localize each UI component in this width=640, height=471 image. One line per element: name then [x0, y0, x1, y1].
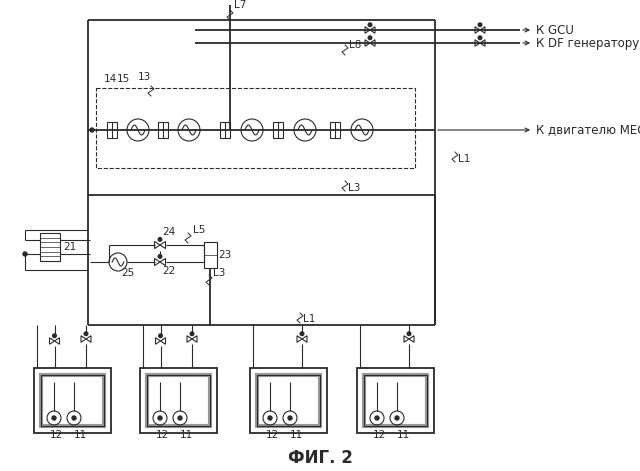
Text: 11: 11	[289, 430, 303, 440]
Bar	[356, 367, 433, 432]
Text: ФИГ. 2: ФИГ. 2	[287, 449, 353, 467]
Text: 25: 25	[121, 268, 134, 278]
Text: L7: L7	[234, 0, 246, 10]
Bar	[96, 88, 415, 168]
Bar	[364, 374, 426, 425]
Circle shape	[288, 416, 292, 420]
Circle shape	[52, 334, 56, 338]
Circle shape	[368, 36, 372, 40]
Circle shape	[375, 416, 379, 420]
Circle shape	[158, 416, 162, 420]
Bar	[107, 122, 117, 138]
Text: 11: 11	[74, 430, 86, 440]
Text: 12: 12	[372, 430, 386, 440]
Circle shape	[84, 332, 88, 335]
Text: L3: L3	[213, 268, 225, 278]
Bar	[140, 367, 216, 432]
Circle shape	[395, 416, 399, 420]
Text: 11: 11	[396, 430, 410, 440]
Text: 12: 12	[156, 430, 168, 440]
Text: 23: 23	[218, 250, 231, 260]
Circle shape	[407, 332, 411, 335]
Text: L1: L1	[303, 314, 316, 324]
Text: L1: L1	[458, 154, 470, 164]
Text: К GCU: К GCU	[536, 24, 574, 36]
Text: 13: 13	[138, 72, 151, 82]
Circle shape	[52, 416, 56, 420]
Circle shape	[368, 23, 372, 26]
Text: L5: L5	[193, 225, 205, 235]
Text: 22: 22	[162, 266, 175, 276]
Bar	[220, 122, 230, 138]
Circle shape	[190, 332, 194, 335]
Bar	[158, 122, 168, 138]
Bar	[257, 374, 319, 425]
Bar	[330, 122, 340, 138]
Text: 24: 24	[162, 227, 175, 237]
Text: 14: 14	[104, 74, 117, 84]
Circle shape	[178, 416, 182, 420]
Text: L8: L8	[349, 40, 362, 50]
Bar	[33, 367, 111, 432]
Text: К двигателю MEGI: К двигателю MEGI	[536, 123, 640, 137]
Circle shape	[158, 238, 162, 241]
Circle shape	[90, 128, 94, 132]
Text: 12: 12	[49, 430, 63, 440]
Bar	[204, 242, 216, 268]
Bar	[257, 374, 319, 425]
Circle shape	[478, 23, 482, 26]
Text: L3: L3	[348, 183, 360, 193]
Text: 11: 11	[179, 430, 193, 440]
Text: 21: 21	[63, 242, 76, 252]
Circle shape	[158, 255, 162, 258]
Circle shape	[268, 416, 272, 420]
Bar	[250, 367, 326, 432]
Circle shape	[159, 334, 163, 338]
Circle shape	[478, 36, 482, 40]
Bar	[40, 374, 104, 425]
Circle shape	[300, 332, 304, 335]
Text: 15: 15	[117, 74, 131, 84]
Circle shape	[72, 416, 76, 420]
Bar	[147, 374, 209, 425]
Circle shape	[23, 252, 27, 256]
Bar	[364, 374, 426, 425]
Text: 12: 12	[266, 430, 278, 440]
Text: К DF генератору: К DF генератору	[536, 36, 639, 49]
Bar	[40, 374, 104, 425]
Bar	[40, 233, 60, 261]
Bar	[147, 374, 209, 425]
Bar	[273, 122, 283, 138]
